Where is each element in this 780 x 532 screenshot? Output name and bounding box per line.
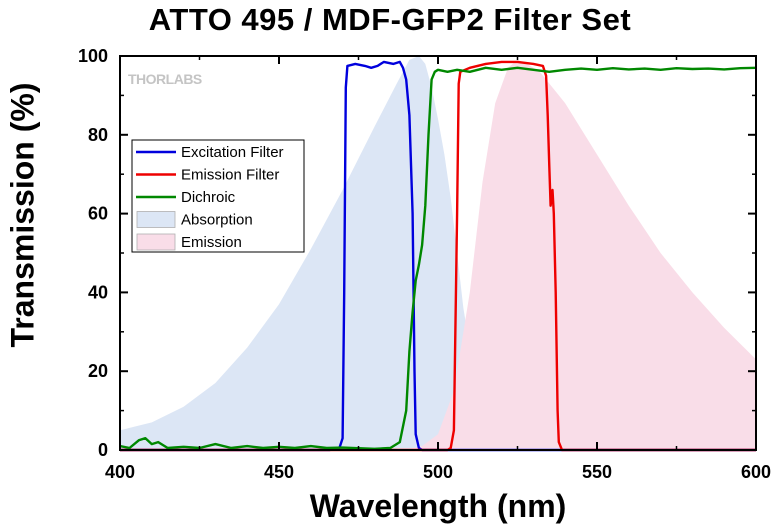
x-tick-label: 600 bbox=[741, 462, 771, 482]
legend-item-emission-filter: Emission Filter bbox=[136, 167, 279, 184]
area-series-layer bbox=[120, 56, 756, 451]
y-tick-label: 40 bbox=[88, 282, 108, 302]
legend-items: Excitation Filter Emission Filter Dichroic… bbox=[136, 144, 284, 251]
legend-item-dichroic: Dichroic bbox=[136, 189, 236, 206]
x-axis-label: Wavelength (nm) bbox=[309, 488, 567, 524]
line-emission-filter bbox=[120, 60, 756, 452]
legend-label: Emission Filter bbox=[181, 167, 279, 184]
legend-label: Emission bbox=[181, 234, 242, 251]
line-excitation-filter bbox=[120, 60, 756, 452]
x-tick-label: 500 bbox=[423, 462, 453, 482]
legend-swatch bbox=[136, 233, 176, 251]
legend-swatch bbox=[136, 211, 176, 228]
legend-label: Absorption bbox=[181, 212, 253, 229]
legend: Excitation Filter Emission Filter Dichroic… bbox=[131, 139, 305, 253]
y-tick-label: 100 bbox=[78, 46, 108, 66]
area-emission bbox=[406, 59, 756, 451]
chart-title: ATTO 495 / MDF-GFP2 Filter Set bbox=[148, 2, 632, 37]
legend-item-emission: Emission bbox=[136, 233, 242, 251]
y-tick-label: 60 bbox=[88, 204, 108, 224]
watermark-logo: THORLABS bbox=[128, 71, 202, 87]
line-dichroic bbox=[119, 66, 757, 450]
x-tick-label: 550 bbox=[582, 462, 612, 482]
y-axis-label: Transmission (%) bbox=[4, 82, 41, 348]
area-absorption bbox=[120, 56, 550, 450]
y-tick-label: 0 bbox=[98, 440, 108, 460]
y-tick-label: 80 bbox=[88, 125, 108, 145]
x-tick-label: 400 bbox=[105, 462, 135, 482]
line-series-layer bbox=[119, 60, 757, 452]
y-tick-label: 20 bbox=[88, 361, 108, 381]
axis-ticks: 400 450 500 550 600 0 20 40 60 80 100 bbox=[78, 46, 771, 482]
legend-item-excitation-filter: Excitation Filter bbox=[136, 144, 284, 161]
legend-label: Dichroic bbox=[181, 189, 236, 206]
legend-item-absorption: Absorption bbox=[136, 211, 253, 229]
x-tick-label: 450 bbox=[264, 462, 294, 482]
legend-label: Excitation Filter bbox=[181, 144, 284, 161]
